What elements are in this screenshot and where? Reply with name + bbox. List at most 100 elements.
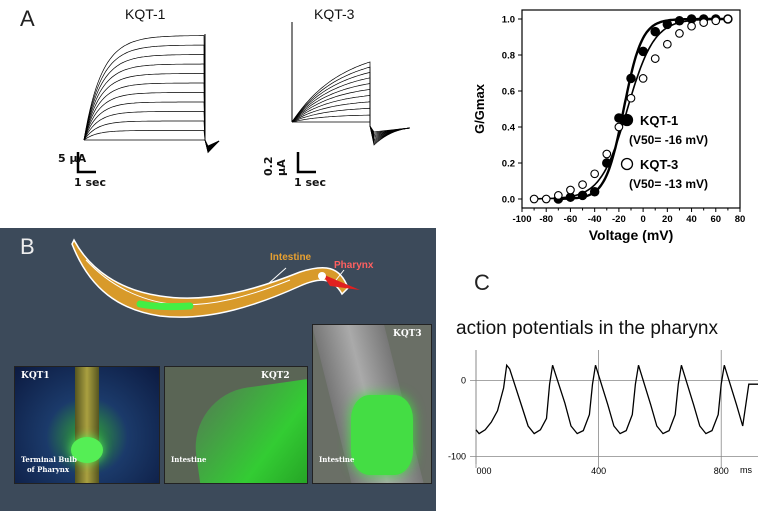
kqt3-data-point: [662, 39, 672, 49]
current-traces: [76, 22, 411, 174]
intestine-label: Intestine: [270, 252, 312, 263]
micrograph-kqt1-title: KQT1: [21, 371, 50, 381]
gv-legend-name: KQT-3: [640, 157, 678, 172]
ap-unit-label: ms: [740, 465, 752, 475]
kqt3-data-point: [699, 18, 709, 27]
kqt1-data-point: [602, 158, 612, 168]
kqt3-data-point: [566, 185, 575, 195]
kqt3-data-point: [711, 16, 721, 26]
ap-y-tick-label: 0: [461, 375, 466, 385]
gv-x-tick-label: -100: [512, 214, 531, 225]
kqt1-sweep: [83, 82, 220, 151]
kqt1-scale-current: 5 µA: [58, 152, 87, 165]
kqt1-sweep: [83, 63, 220, 152]
kqt3-data-point: [723, 14, 733, 24]
kqt1-data-point: [650, 26, 660, 37]
gv-legend-marker: [620, 157, 634, 171]
gv-y-axis-label: G/Gmax: [472, 83, 487, 134]
kqt1-scale-bar: [76, 152, 96, 174]
gv-y-tick-label: 0.2: [502, 159, 515, 170]
worm-body: [71, 238, 349, 318]
kqt3-sweep: [291, 61, 411, 146]
kqt3-sweep: [291, 71, 411, 144]
kqt3-sweep: [291, 88, 411, 140]
gv-x-tick-label: -60: [564, 214, 578, 225]
pharynx-label: Pharynx: [334, 260, 374, 271]
pharynx-bulb: [318, 272, 326, 280]
kqt3-data-point: [687, 21, 696, 31]
kqt3-data-point: [602, 149, 612, 159]
gv-y-tick-label: 0.8: [502, 51, 515, 62]
kqt1-data-point: [638, 46, 648, 57]
kqt3-scale-current: 0.2 µA: [262, 156, 288, 177]
kqt1-current-traces: [83, 34, 220, 154]
kqt1-sweep: [83, 35, 220, 154]
kqt1-trace-title: KQT-1: [125, 6, 166, 22]
intestine-pointer: [267, 267, 287, 285]
kqt1-data-point: [674, 16, 685, 26]
kqt1-sweep: [83, 130, 220, 148]
micrograph-kqt2-caption: Intestine: [171, 455, 207, 464]
gv-x-tick-label: -20: [612, 214, 626, 225]
panel-b-background: B Intestine Pharynx KQT1 Terminal Bulb o…: [0, 228, 436, 511]
kqt3-data-point: [626, 93, 636, 103]
micrograph-kqt3: KQT3 Intestine: [312, 324, 432, 484]
kqt3-sweep: [291, 77, 411, 142]
micrograph-kqt1: KQT1 Terminal Bulb of Pharynx: [14, 366, 160, 484]
micrograph-kqt2: KQT2 Intestine: [164, 366, 308, 484]
kqt3-fit-curve: [534, 18, 728, 200]
ap-x-tick-label: 400: [591, 466, 606, 476]
micrograph-kqt3-title: KQT3: [393, 329, 422, 339]
kqt1-sweep: [84, 139, 220, 147]
ap-chart: 0 -100 000 400 800 ms: [448, 350, 758, 476]
gv-legend-name: KQT-1: [640, 113, 678, 128]
ap-x-tick-label: 800: [714, 466, 729, 476]
pharynx-region: [322, 274, 360, 290]
kqt3-data-point: [650, 54, 660, 63]
kqt1-sweep: [83, 92, 220, 150]
kqt1-sweep: [83, 120, 220, 148]
gv-legend: KQT-1 (V50= -16 mV) KQT-3 (V50= -13 mV): [620, 113, 708, 191]
kqt3-data-point: [590, 169, 600, 179]
micrograph-kqt3-caption: Intestine: [319, 455, 355, 464]
kqt3-data-point: [638, 74, 648, 83]
gv-x-axis-label: Voltage (mV): [589, 227, 674, 243]
gv-legend-marker: [620, 113, 634, 127]
kqt3-trace-title: KQT-3: [314, 6, 355, 22]
kqt3-sweep: [291, 114, 411, 134]
gv-x-tick-label: 40: [686, 214, 697, 225]
panel-c-title: action potentials in the pharynx: [456, 318, 718, 339]
gv-x-tick-label: 0: [640, 214, 645, 225]
gv-chart: 0.0 0.2 0.4 0.6 0.8 1.0 -100 -80 -60 -40 -20 0 20 40…: [472, 9, 745, 243]
gv-legend-sublabel: (V50= -16 mV): [629, 133, 708, 147]
pharynx-pointer: [335, 269, 345, 281]
gv-y-tick-label: 0.0: [502, 195, 515, 206]
kqt1-scale-time: 1 sec: [74, 176, 107, 189]
kqt3-data-point: [578, 180, 587, 189]
kqt1-sweep: [83, 44, 220, 153]
kqt3-sweep: [292, 121, 411, 133]
kqt3-current-traces: [291, 22, 411, 146]
kqt3-data-point: [553, 191, 563, 200]
worm-diagram: [71, 238, 360, 318]
ap-y-tick-label: -100: [448, 451, 466, 461]
kqt3-sweep: [291, 66, 411, 145]
kqt3-scale-time: 1 sec: [294, 176, 327, 189]
gv-x-tick-label: 60: [710, 214, 721, 225]
gv-x-tick-label: -80: [539, 214, 553, 225]
kqt3-sweep: [291, 83, 411, 141]
gv-y-tick-label: 0.6: [502, 87, 515, 98]
kqt3-data-point: [614, 122, 624, 132]
gv-y-tick-label: 0.4: [502, 123, 516, 134]
panel-a-letter: A: [20, 6, 35, 31]
micrograph-kqt2-title: KQT2: [261, 371, 290, 381]
ap-trace: [475, 363, 758, 435]
micrograph-kqt1-caption-1: Terminal Bulb: [21, 455, 77, 464]
kqt3-data-point: [529, 194, 539, 204]
kqt3-data-point: [675, 29, 684, 38]
gv-legend-sublabel: (V50= -13 mV): [629, 177, 708, 191]
kqt1-sweep: [83, 73, 220, 151]
kqt3-sweep: [291, 95, 411, 138]
kqt1-sweep: [83, 111, 220, 149]
panel-b-letter: B: [20, 234, 35, 259]
